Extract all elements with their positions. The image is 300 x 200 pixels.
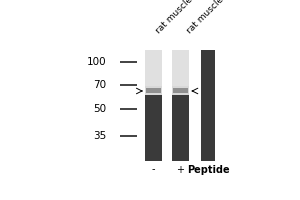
Bar (172, 86, 189, 95)
Text: +: + (176, 165, 184, 175)
Text: rat muscle: rat muscle (185, 0, 226, 35)
Text: 100: 100 (86, 57, 106, 67)
Text: 35: 35 (93, 131, 106, 141)
Bar (146, 86, 162, 95)
Text: 50: 50 (93, 104, 106, 114)
Bar (146, 88, 161, 93)
Bar (172, 50, 189, 86)
Bar (146, 50, 162, 161)
Text: 70: 70 (93, 80, 106, 90)
Bar (201, 50, 215, 161)
Text: Peptide: Peptide (187, 165, 230, 175)
Text: rat muscle: rat muscle (154, 0, 194, 35)
Text: -: - (152, 165, 155, 175)
Bar (173, 88, 188, 93)
Bar (146, 50, 162, 86)
Bar (172, 50, 189, 161)
